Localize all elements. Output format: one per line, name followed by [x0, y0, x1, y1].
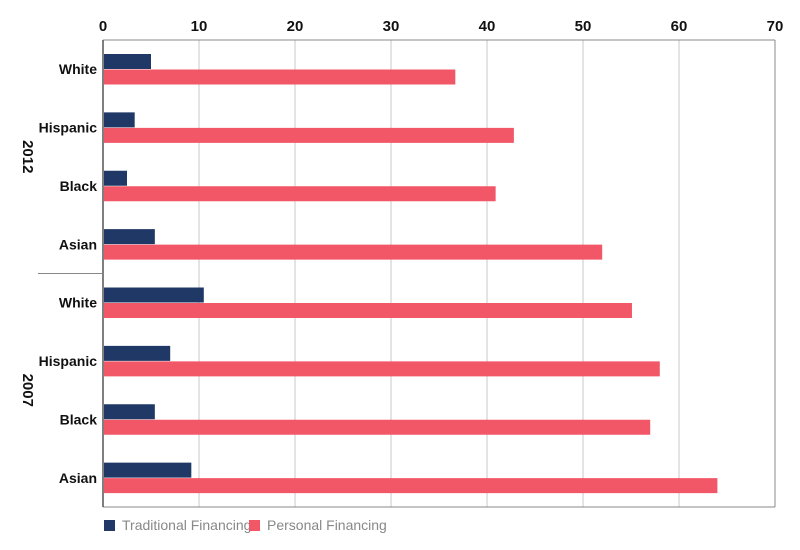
category-label: White: [59, 61, 97, 77]
bar-personal-2012-hispanic: [104, 127, 514, 143]
category-label: White: [59, 295, 97, 311]
legend-swatch-traditional: [104, 520, 115, 531]
x-tick-label: 60: [671, 18, 688, 35]
gridlines: [198, 40, 680, 507]
bar-traditional-2012-white: [104, 54, 151, 69]
bar-personal-2007-hispanic: [104, 361, 660, 377]
group-label-2012: 2012: [19, 140, 36, 173]
bar-personal-2012-asian: [104, 244, 603, 260]
category-label: Asian: [59, 236, 97, 252]
category-labels: White Hispanic Black Asian White Hispanic Blac…: [39, 61, 98, 486]
x-tick-label: 10: [191, 18, 208, 35]
x-tick-label: 50: [575, 18, 592, 35]
bar-traditional-2012-asian: [104, 229, 155, 245]
bar-traditional-2007-hispanic: [104, 345, 171, 361]
bars: [104, 54, 718, 494]
legend-swatch-personal: [249, 520, 260, 531]
bar-personal-2012-white: [104, 69, 456, 85]
bar-personal-2012-black: [104, 186, 496, 202]
legend-label-traditional: Traditional Financing: [122, 517, 251, 533]
category-label: Black: [60, 178, 98, 194]
legend: Traditional Financing Personal Financing: [104, 517, 387, 533]
bar-personal-2007-black: [104, 419, 651, 435]
x-tick-label: 40: [479, 18, 496, 35]
category-label: Asian: [59, 470, 97, 486]
x-tick-label: 0: [99, 18, 107, 35]
bar-traditional-2007-asian: [104, 462, 192, 478]
category-label: Hispanic: [39, 353, 98, 369]
group-label-2007: 2007: [19, 374, 36, 407]
bar-traditional-2012-hispanic: [104, 112, 135, 128]
plot-frame: [38, 39, 776, 508]
category-label: Hispanic: [39, 120, 98, 136]
x-tick-label: 70: [767, 18, 784, 35]
bar-traditional-2012-black: [104, 170, 127, 186]
x-tick-label: 20: [287, 18, 304, 35]
x-tick-label: 30: [383, 18, 400, 35]
legend-label-personal: Personal Financing: [267, 517, 387, 533]
x-axis-ticks: 0 10 20 30 40 50 60 70: [99, 18, 784, 35]
bar-personal-2007-white: [104, 303, 632, 318]
group-labels: 2012 2007: [19, 140, 36, 407]
bar-personal-2007-asian: [104, 478, 718, 494]
category-label: Black: [60, 411, 98, 427]
bar-traditional-2007-black: [104, 404, 155, 420]
bar-traditional-2007-white: [104, 287, 204, 303]
